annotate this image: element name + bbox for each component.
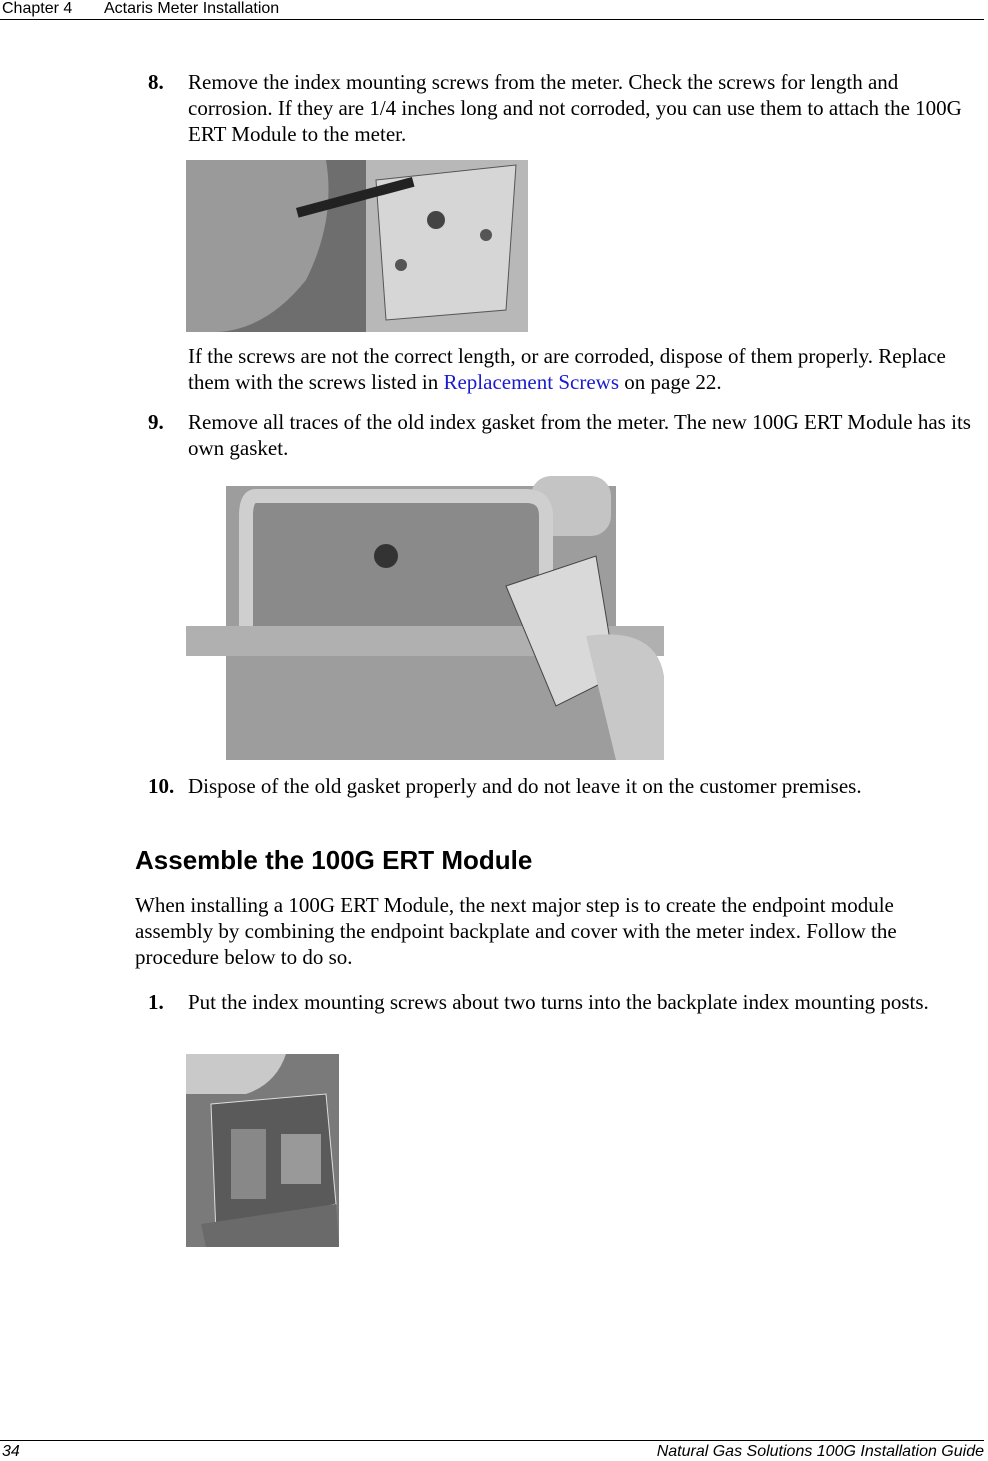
header-title: Actaris Meter Installation [104, 0, 280, 17]
section-heading: Assemble the 100G ERT Module [135, 845, 533, 875]
step-number: 9. [148, 410, 164, 434]
footer-rule [0, 1440, 984, 1441]
step-text: Put the index mounting screws about two … [188, 990, 929, 1014]
note-text: If the screws are not the correct length… [188, 343, 988, 395]
photo-screwdriver [186, 160, 528, 332]
step-number: 8. [148, 70, 164, 94]
header-chapter: Chapter 4 [2, 0, 73, 17]
photo-gasket [186, 476, 664, 760]
header-rule [0, 19, 984, 20]
step-text: Dispose of the old gasket properly and d… [188, 774, 862, 798]
section-paragraph: When installing a 100G ERT Module, the n… [135, 893, 897, 969]
step-text: Remove the index mounting screws from th… [188, 70, 962, 146]
note-text: If the screws are not the correct length… [188, 344, 946, 394]
step-number: 10. [148, 774, 175, 798]
step-number: 1. [148, 990, 164, 1014]
cross-reference-link[interactable]: Replacement Screws [443, 370, 619, 394]
footer-title: Natural Gas Solutions 100G Installation … [656, 1443, 984, 1460]
step-text: Remove all traces of the old index gaske… [188, 410, 971, 460]
note-text: on page 22. [619, 370, 722, 394]
photo-backplate [186, 1054, 339, 1247]
page-number: 34 [2, 1443, 20, 1460]
